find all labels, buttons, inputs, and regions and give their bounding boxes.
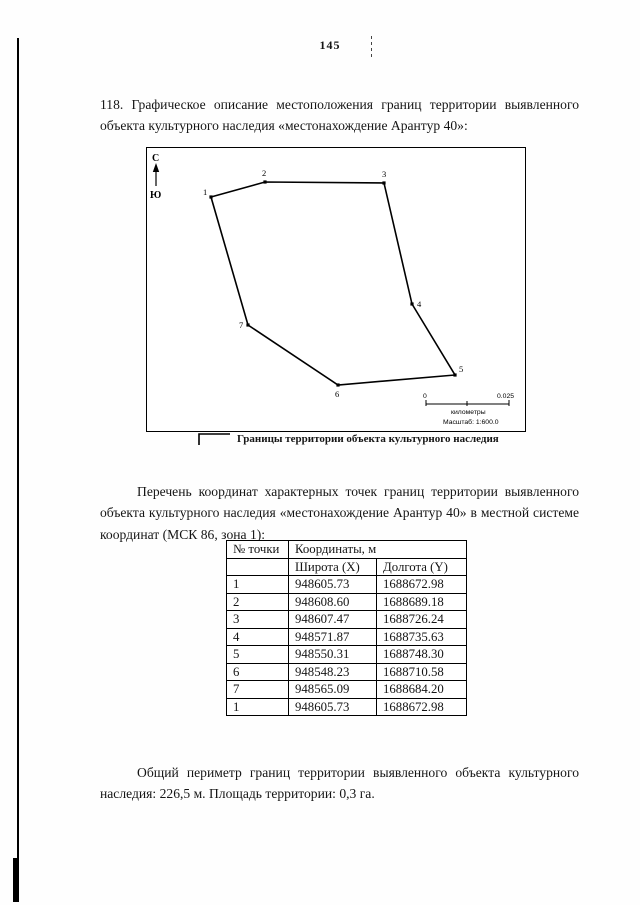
table-cell: 948605.73 <box>288 575 377 594</box>
scan-artifact-top-dashes <box>371 36 372 58</box>
table-row: 5 948550.31 1688748.30 <box>226 645 467 664</box>
header-empty-cell <box>226 557 289 576</box>
coords-table-body: 1 948605.73 1688672.98 2 948608.60 1688689.18… <box>226 575 467 716</box>
table-cell: 948571.87 <box>288 627 377 646</box>
scale-zero-label: 0 <box>423 393 427 400</box>
paragraph-118: 118. Графическое описание местоположения… <box>100 96 579 134</box>
boundary-point-label: 7 <box>239 320 243 330</box>
boundary-point-label: 4 <box>417 299 422 309</box>
boundary-point-label: 5 <box>459 364 463 374</box>
header-point-number: № точки <box>226 540 289 559</box>
boundary-point-marker <box>209 195 213 199</box>
table-cell: 1688672.98 <box>376 575 467 594</box>
header-latitude-x: Широта (X) <box>288 557 377 576</box>
boundary-point-marker <box>410 302 414 306</box>
boundary-point-marker <box>336 383 340 387</box>
scale-units-label: километры <box>451 409 486 416</box>
scale-max-label: 0.025 <box>497 393 514 400</box>
table-cell: 1688684.20 <box>376 680 467 699</box>
table-row: 1 948605.73 1688672.98 <box>226 575 467 594</box>
map-svg: С Ю 0 0.025 километры Масштаб: 1:600.0 1… <box>150 153 514 426</box>
table-cell: 948608.60 <box>288 592 377 611</box>
table-cell: 1688735.63 <box>376 627 467 646</box>
scale-ratio-label: Масштаб: 1:600.0 <box>443 418 499 426</box>
boundary-point-marker <box>263 180 267 184</box>
compass-arrow-head <box>152 163 160 172</box>
map-figure: С Ю 0 0.025 километры Масштаб: 1:600.0 1… <box>146 147 526 432</box>
scale-bar: 0 0.025 километры Масштаб: 1:600.0 <box>423 393 514 426</box>
table-cell: 1688672.98 <box>376 697 467 716</box>
header-longitude-y: Долгота (Y) <box>376 557 467 576</box>
table-row: 6 948548.23 1688710.58 <box>226 662 467 681</box>
table-cell: 1688710.58 <box>376 662 467 681</box>
table-cell: 948607.47 <box>288 610 377 629</box>
map-legend: Границы территории объекта культурного н… <box>196 431 499 447</box>
table-cell: 948550.31 <box>288 645 377 664</box>
table-row: 4 948571.87 1688735.63 <box>226 627 467 646</box>
table-cell: 3 <box>226 610 289 629</box>
scan-artifact-bottom-mark <box>13 858 19 902</box>
table-row: 2 948608.60 1688689.18 <box>226 592 467 611</box>
table-cell: 948605.73 <box>288 697 377 716</box>
table-cell: 2 <box>226 592 289 611</box>
table-cell: 5 <box>226 645 289 664</box>
compass-north-label: С <box>152 153 159 164</box>
table-cell: 7 <box>226 680 289 699</box>
table-header-row-2: Широта (X) Долгота (Y) <box>226 557 467 576</box>
boundary-point-marker <box>382 181 386 185</box>
boundary-point-marker <box>453 373 457 377</box>
table-cell: 948548.23 <box>288 662 377 681</box>
boundary-point-label: 3 <box>382 169 386 179</box>
boundary-polygon <box>210 181 457 386</box>
coordinates-table: № точки Координаты, м Широта (X) Долгота… <box>226 540 467 716</box>
header-coordinates: Координаты, м <box>288 540 467 559</box>
boundary-point-marker <box>246 323 250 327</box>
page-number: 145 <box>319 38 341 52</box>
legend-label: Границы территории объекта культурного н… <box>237 433 499 445</box>
table-cell: 1688726.24 <box>376 610 467 629</box>
paragraph-perimeter-area: Общий периметр границ территории выявлен… <box>100 764 579 802</box>
table-cell: 4 <box>226 627 289 646</box>
table-header-row-1: № точки Координаты, м <box>226 540 467 559</box>
table-row: 7 948565.09 1688684.20 <box>226 680 467 699</box>
table-cell: 6 <box>226 662 289 681</box>
table-cell: 948565.09 <box>288 680 377 699</box>
table-row: 3 948607.47 1688726.24 <box>226 610 467 629</box>
table-cell: 1688748.30 <box>376 645 467 664</box>
table-cell: 1688689.18 <box>376 592 467 611</box>
table-cell: 1 <box>226 697 289 716</box>
paragraph-coordinates-intro: Перечень координат характерных точек гра… <box>100 483 579 542</box>
boundary-point-label: 6 <box>335 389 339 399</box>
table-cell: 1 <box>226 575 289 594</box>
table-row: 1 948605.73 1688672.98 <box>226 697 467 716</box>
boundary-line-legend-icon <box>198 433 230 445</box>
boundary-point-label: 1 <box>203 187 207 197</box>
compass-south-label: Ю <box>150 190 161 201</box>
scan-artifact-left-line <box>17 38 19 866</box>
boundary-point-label: 2 <box>262 168 266 178</box>
